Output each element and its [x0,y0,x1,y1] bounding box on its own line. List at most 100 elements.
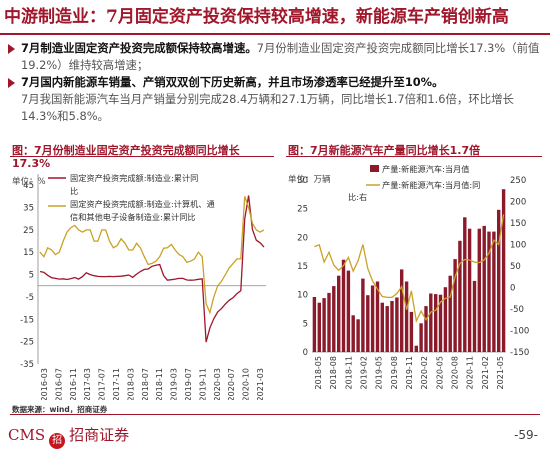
chart2-ytick-left: 20 [297,233,308,243]
chart1-ytick-label: -15 [20,315,34,325]
chart2-bar [472,280,477,352]
chart1-legend-label: 比 [70,186,78,196]
chart2-legend-label: 产量:新能源汽车:当月值 [382,164,469,174]
chart2-bar [438,294,443,352]
chart1-ytick-label: -5 [26,293,34,303]
chart2-ytick-right: 50 [510,262,521,272]
chart2-ytick-left: 0 [303,348,308,358]
footer-divider [10,414,540,415]
chart2-xtick-label: 2020-08 [451,356,460,389]
chart1-ytick-label: -25 [20,338,34,348]
bullet-1-bold: 7月制造业固定资产投资完成额保持较高增速。 [21,41,257,55]
chart2-bar [327,292,331,352]
chart2-bar [400,269,404,352]
chart1-xtick-label: 2016-11 [69,368,78,400]
chart2-ytick-right: 100 [510,241,526,251]
chart2-bar [424,306,428,352]
chart1-ytick-label: 5 [29,271,34,281]
chart2-unit: 单位：万辆 [288,174,331,185]
chart2-xtick-label: 2021-02 [481,356,490,389]
logo-mark-icon: 招 [49,433,66,449]
logo-company-text: 招商证券 [69,426,130,444]
chart2-ytick-left: 10 [297,291,308,301]
chart2-xtick-label: 2018-08 [329,356,338,389]
chart2-bar [477,228,481,352]
chart2-legend-swatch-bar [370,165,379,172]
chart1-title-rule [10,156,274,157]
chart2-bar [370,285,375,352]
chart2-ytick-right: -50 [510,305,524,315]
chart2-ytick-right: -100 [510,327,529,337]
chart2-bar [501,189,506,352]
chart2-bar [467,228,472,352]
chart2-bar [448,275,452,352]
chart2-bar [487,231,491,352]
chart2-xtick-label: 2020-05 [435,356,444,389]
chart2-bar [419,323,423,352]
chart1-ytick-label: 45 [23,181,34,191]
chart2-ytick-right: 200 [510,198,526,208]
chart2-title-rule [286,156,542,157]
chart2-bar [443,287,448,352]
chart2-bar [361,278,365,352]
chart2-ytick-left: 5 [303,319,308,329]
chart2-bar [380,302,384,352]
chart2-ytick-right: 0 [510,284,515,294]
chart2-bar [497,209,501,352]
chart1-xtick-label: 2020-07 [227,368,236,400]
bullet-2: 7月国内新能源车销量、产销双双创下历史新高，并且市场渗透率已经提升至10%。 [8,74,543,91]
bullet-2-bold: 7月国内新能源车销量、产销双双创下历史新高，并且市场渗透率已经提升至10%。 [21,75,444,89]
chart2-ytick-left: 30 [297,176,308,186]
chart2-bar [414,345,418,352]
chart2-yoy-line [314,214,505,324]
chart2-ytick-right: 150 [510,219,526,229]
chart2-xtick-label: 2019-02 [360,356,369,389]
chart2-xtick-label: 2021-05 [496,356,505,389]
chart2-nev-production: 单位：万辆 0 5 10 15 20 25 30 -150 -100 -50 0 50 100 150 200… [288,164,529,389]
chart2-xtick-label: 2019-08 [390,356,399,389]
chart1-xtick-label: 2019-11 [198,368,207,400]
chart1-xtick-label: 2021-03 [256,368,265,400]
chart2-bar [356,319,360,352]
chart1-xtick-label: 2016-03 [40,368,49,400]
bullet-1: 7月制造业固定资产投资完成额保持较高增速。7月份制造业固定资产投资完成额同比增长… [8,40,543,74]
page-number: -59- [514,428,538,442]
chart1-legend-label: 固定资产投资完成额:制造业:累计同 [70,173,198,183]
chart2-bar [337,275,341,352]
chart2-bar [458,240,462,352]
chart2-bar [346,270,351,352]
bullet-triangle-icon [8,78,15,88]
logo-cms-text: CMS [8,426,46,444]
chart1-xtick-label: 2017-07 [98,368,107,400]
chart2-bar [332,286,336,352]
chart2-xtick-label: 2018-05 [314,356,323,389]
chart1-xtick-label: 2017-11 [112,368,121,400]
chart2-xtick-label: 2019-11 [405,356,414,389]
chart1-xtick-label: 2019-03 [170,368,179,400]
chart1-xtick-label: 2020-03 [213,368,222,400]
chart2-bar [351,315,355,352]
chart2-bar [482,225,486,352]
chart2-legend-label: 比:右 [348,192,367,202]
chart1-ytick-label: 15 [23,248,34,258]
chart2-bar [429,293,433,352]
chart2-ytick-left: 25 [297,205,308,215]
chart1-xtick-label: 2016-07 [54,368,63,400]
chart2-bar [375,281,380,352]
chart2-title: 图：7月新能源汽车产量同比增长1.7倍 [288,144,481,157]
chart1-xtick-label: 2019-07 [184,368,193,400]
chart2-bar [492,231,496,352]
chart1-legend-label: 固定资产投资完成额:制造业:计算机、通 [70,199,215,209]
title-divider [0,33,550,35]
chart2-xtick-label: 2020-11 [466,356,475,389]
chart2-bar [312,297,317,352]
chart2-bar [366,295,370,352]
chart2-bar [390,301,394,352]
chart1-xtick-label: 2018-07 [141,368,150,400]
chart1-ytick-label: -35 [20,360,34,370]
chart1-ytick-label: 35 [23,204,34,214]
chart2-ytick-right: -150 [510,348,529,358]
chart2-ytick-left: 15 [297,262,308,272]
chart1-title-line2: 17.3% [12,157,51,170]
chart1-unit: 单位：% [12,176,46,187]
